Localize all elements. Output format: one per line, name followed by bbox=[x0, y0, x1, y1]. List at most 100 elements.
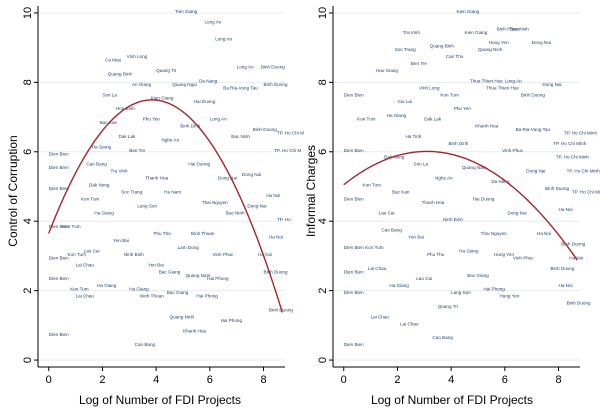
data-point: Binh Dinh bbox=[448, 141, 468, 146]
plot-area bbox=[38, 6, 285, 367]
x-tick-label: 0 bbox=[46, 374, 52, 386]
data-point: Vinh Long bbox=[419, 85, 440, 90]
y-tick-label: 0 bbox=[317, 357, 329, 363]
data-point: Dien Bien bbox=[344, 245, 364, 250]
data-point: TP. Ho Chi Minh bbox=[572, 189, 600, 194]
data-point: Dak Lak bbox=[424, 117, 442, 122]
panel-0-ylabel: Control of Corruption bbox=[6, 135, 20, 246]
data-point: Kon Tum bbox=[365, 245, 384, 250]
data-point: Kon Tum bbox=[363, 183, 382, 188]
data-point: Gia Lai bbox=[397, 99, 412, 104]
data-point: Nghe An bbox=[435, 176, 453, 181]
y-tick-label: 10 bbox=[22, 7, 34, 19]
y-tick-label: 6 bbox=[22, 149, 34, 155]
panel-informal-charges: Informal Charges Log of Number of FDI Pr… bbox=[304, 6, 600, 407]
data-point: Ha Giang bbox=[92, 144, 112, 149]
data-point: Can Tho bbox=[446, 54, 464, 59]
data-point: Ha Noi bbox=[537, 231, 551, 236]
data-point: Thanh Hoa bbox=[145, 176, 168, 181]
data-point: Kon Tum bbox=[70, 287, 89, 292]
x-tick-label: 6 bbox=[207, 374, 213, 386]
x-tick-label: 2 bbox=[394, 374, 400, 386]
x-tick-label: 6 bbox=[502, 374, 508, 386]
data-point: Ca Mau bbox=[105, 58, 122, 63]
data-point: Vinh Phuc bbox=[513, 255, 535, 260]
data-point: Bac Giang bbox=[159, 269, 181, 274]
data-point: Dien Bien bbox=[49, 165, 69, 170]
data-point: Kien Giang bbox=[457, 9, 480, 14]
data-point: Lao Cai bbox=[84, 248, 100, 253]
data-point: Binh Duong bbox=[261, 64, 285, 69]
data-point: Long An bbox=[210, 117, 227, 122]
data-point: Dong Nai bbox=[526, 169, 545, 174]
data-point: Son La bbox=[102, 92, 117, 97]
data-point: Kon Tum bbox=[440, 92, 459, 97]
data-point: Phu Tho bbox=[153, 231, 171, 236]
data-point: Dong Nai bbox=[508, 210, 527, 215]
data-point: Dong Nai bbox=[532, 40, 551, 45]
data-point: Kien Giang bbox=[465, 30, 488, 35]
data-point: Vinh Long bbox=[127, 54, 148, 59]
data-point: Kon Tum bbox=[68, 252, 87, 257]
data-point: Dien Bien bbox=[344, 196, 364, 201]
data-point: Soc Trang bbox=[121, 189, 142, 194]
data-point: Ha Noi bbox=[559, 207, 573, 212]
data-point: Binh Duong bbox=[264, 82, 288, 87]
data-point: Phu Yen bbox=[454, 106, 472, 111]
data-point: Bac Ninh bbox=[226, 210, 245, 215]
panel-0-xlabel: Log of Number of FDI Projects bbox=[79, 393, 241, 407]
data-point: Hai Phong bbox=[483, 287, 505, 292]
y-tick-label: 6 bbox=[317, 149, 329, 155]
data-point: Dien Bien bbox=[344, 148, 364, 153]
data-point: Cao Bang bbox=[432, 335, 453, 340]
data-point: Ha Tinh bbox=[405, 134, 421, 139]
panel-1-xlabel: Log of Number of FDI Projects bbox=[371, 393, 533, 407]
fitted-curve bbox=[48, 99, 283, 313]
point-labels: Dien Bien Dien Bien Dien Bien Dien Bien Dien… bbox=[344, 9, 600, 347]
data-point: Quang Tri bbox=[438, 304, 458, 309]
data-point: Long An bbox=[204, 19, 221, 24]
data-point: Kon Tum bbox=[81, 196, 100, 201]
data-point: TP. Ho Chi Minh bbox=[553, 141, 587, 146]
data-point: Ninh Binh bbox=[443, 217, 463, 222]
data-point: Long An bbox=[215, 37, 232, 42]
data-point: Tra Vinh bbox=[403, 30, 421, 35]
data-point: Phu Yen bbox=[143, 117, 161, 122]
data-point: Thua Thien Hue bbox=[486, 85, 519, 90]
data-point: Cao Bang bbox=[381, 228, 402, 233]
data-point: Lai Chau bbox=[76, 262, 95, 267]
data-point: Quang Binh bbox=[430, 44, 455, 49]
data-point: Ben Tre bbox=[129, 148, 146, 153]
y-tick-label: 8 bbox=[22, 79, 34, 85]
data-point: Dong Nai bbox=[542, 82, 561, 87]
data-point: Lang Son bbox=[137, 203, 157, 208]
data-point: Ha Giang bbox=[94, 210, 114, 215]
data-point: Hung Yen bbox=[494, 252, 514, 257]
y-tick-label: 4 bbox=[317, 218, 329, 224]
y-tick-label: 2 bbox=[317, 288, 329, 294]
data-point: Quang Tri bbox=[156, 68, 176, 73]
data-point: Lao Cai bbox=[416, 276, 432, 281]
data-point: Soc Trang bbox=[395, 47, 416, 52]
data-point: Hai Duong bbox=[473, 196, 495, 201]
data-point: Son La bbox=[414, 162, 429, 167]
data-point: Lao Cai bbox=[379, 210, 395, 215]
data-point: Lam Dong bbox=[178, 245, 200, 250]
data-point: Dong Nai bbox=[218, 176, 237, 181]
data-point: Lang Son bbox=[451, 290, 471, 295]
data-point: Binh Duong bbox=[561, 242, 585, 247]
data-point: Thai Nguyen bbox=[202, 200, 228, 205]
data-point: Quang Nam bbox=[462, 165, 487, 170]
data-point: Hai Duong bbox=[194, 99, 216, 104]
data-point: Quang Ninh bbox=[478, 47, 503, 52]
data-point: Yen Bai bbox=[408, 235, 424, 240]
data-point: Ha Noi bbox=[269, 235, 283, 240]
data-point: Vinh Phuc bbox=[502, 148, 524, 153]
data-point: Tien Giang bbox=[175, 9, 198, 14]
y-tick-label: 8 bbox=[317, 79, 329, 85]
data-point: Quang Binh bbox=[108, 71, 133, 76]
data-point: Khanh Hoa bbox=[183, 328, 206, 333]
data-point: Hai Duong bbox=[188, 162, 210, 167]
data-point: Dien Bien bbox=[49, 332, 69, 337]
